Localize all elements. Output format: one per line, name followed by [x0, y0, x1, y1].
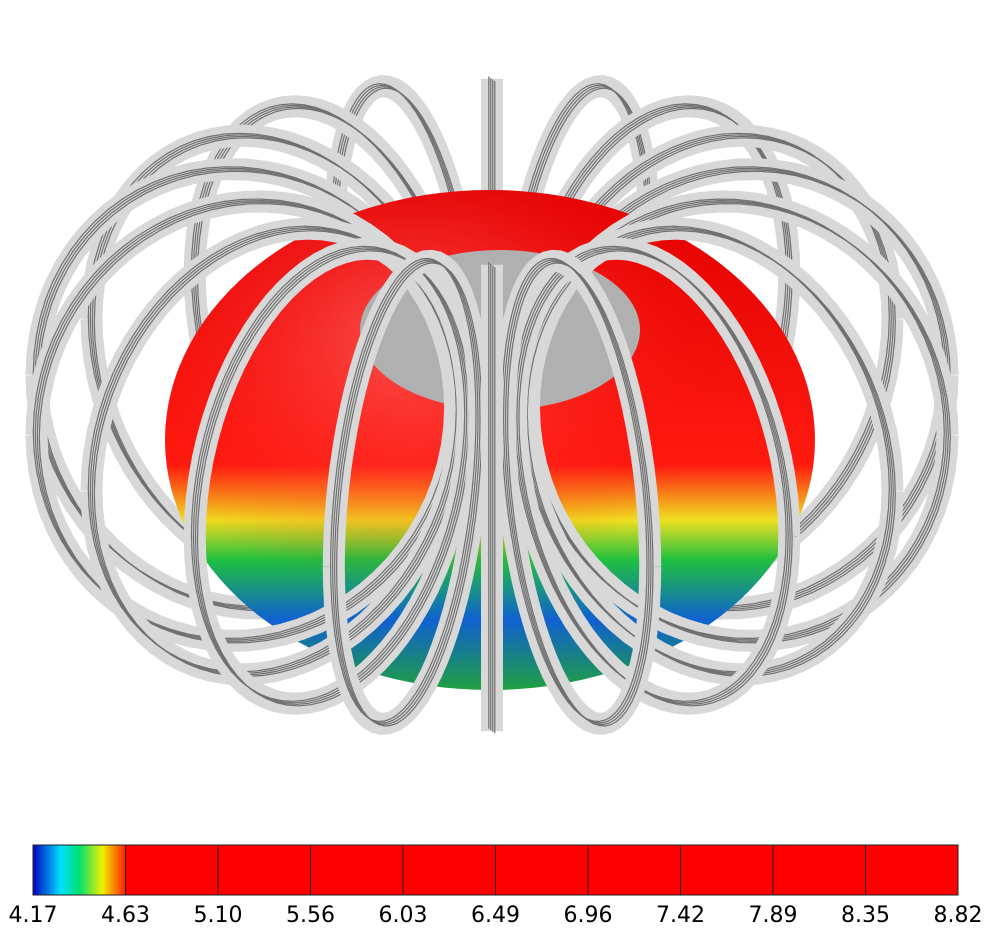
colorbar-label: 5.56 [286, 903, 335, 928]
colorbar-cell [33, 845, 126, 895]
colorbar: 4.17 4.63 5.10 5.56 6.03 6.49 6.96 7.42 7.89 8.35… [9, 845, 983, 928]
colorbar-cell [588, 845, 681, 895]
colorbar-cell [866, 845, 959, 895]
colorbar-cell [126, 845, 219, 895]
colorbar-label: 4.17 [9, 903, 58, 928]
colorbar-cell [773, 845, 866, 895]
colorbar-cell [311, 845, 404, 895]
colorbar-cell [403, 845, 496, 895]
colorbar-label: 8.35 [841, 903, 890, 928]
colorbar-cell [218, 845, 311, 895]
colorbar-label: 6.96 [564, 903, 613, 928]
colorbar-label: 7.89 [749, 903, 798, 928]
colorbar-label: 4.63 [101, 903, 150, 928]
colorbar-label: 8.82 [934, 903, 983, 928]
colorbar-label: 5.10 [194, 903, 243, 928]
visualization: 4.17 4.63 5.10 5.56 6.03 6.49 6.96 7.42 7.89 8.35… [0, 0, 991, 936]
colorbar-cell [681, 845, 774, 895]
colorbar-label: 7.42 [656, 903, 705, 928]
colorbar-label: 6.49 [471, 903, 520, 928]
colorbar-label: 6.03 [379, 903, 428, 928]
colorbar-cell [496, 845, 589, 895]
